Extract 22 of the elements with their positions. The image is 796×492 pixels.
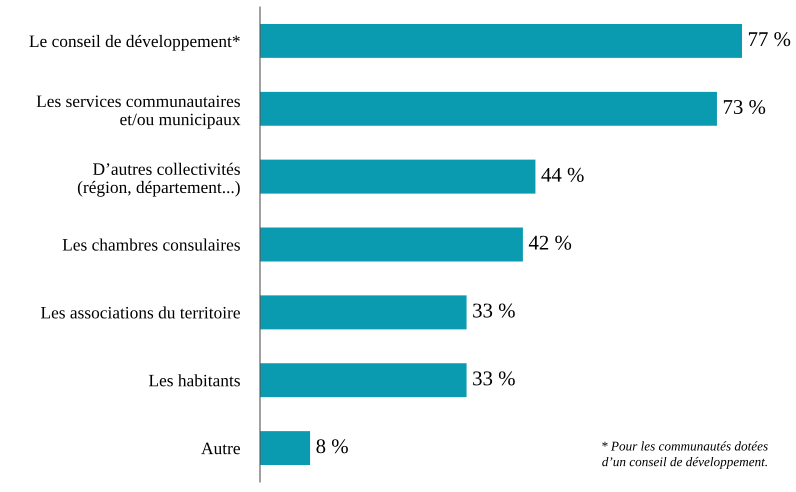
- y-tick-label: Les habitants: [148, 374, 240, 386]
- data-label: 73 %: [724, 100, 766, 114]
- data-label: 42 %: [528, 236, 572, 250]
- y-tick-label: D’autres collectivités (région, département...): [78, 162, 240, 197]
- bar: [260, 363, 467, 398]
- y-tick-label: Les associations du territoire: [40, 306, 240, 319]
- bar: [260, 431, 310, 466]
- annotation: * Pour les communautés dotées d’un conseil de développement.: [602, 441, 768, 469]
- bar: [260, 24, 742, 58]
- bar: [260, 92, 717, 126]
- data-label: 44 %: [541, 168, 584, 182]
- y-tick-label: Autre: [201, 442, 240, 454]
- bar: [260, 228, 523, 262]
- data-label: 33 %: [473, 371, 515, 386]
- bar: [260, 295, 467, 330]
- data-label: 33 %: [473, 304, 515, 318]
- y-tick-label: Le conseil de développement*: [29, 34, 240, 51]
- y-tick-label: Les services communautaires et/ou municipaux: [36, 95, 240, 129]
- y-tick-label: Les chambres consulaires: [62, 238, 240, 251]
- data-label: 8 %: [316, 439, 348, 454]
- bar: [260, 160, 536, 194]
- data-label: 77 %: [748, 32, 790, 46]
